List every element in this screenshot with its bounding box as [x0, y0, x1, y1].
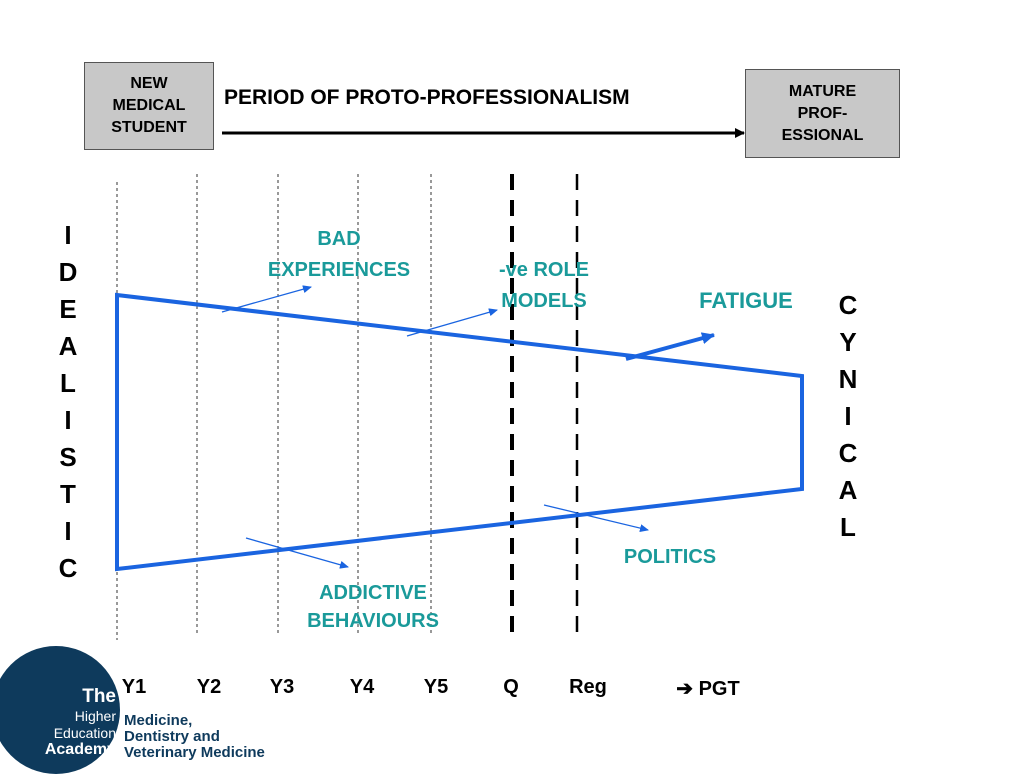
bad-experiences-arrow [221, 285, 312, 313]
idealistic-letter: I [64, 516, 72, 546]
politics-arrow [543, 504, 649, 533]
role-models-label: -ve ROLE MODELS [498, 259, 590, 312]
cynical-label: C Y N I C A L [835, 287, 861, 546]
idealism-funnel [115, 292, 804, 572]
cynical-letter: L [840, 512, 856, 542]
cynical-letter: I [844, 401, 852, 431]
idealistic-letter: I [64, 220, 72, 250]
idealistic-letter: E [59, 294, 77, 324]
period-label: PERIOD OF PROTO-PROFESSIONALISM [224, 86, 630, 109]
fatigue-label: FATIGUE [699, 288, 793, 313]
cynical-letter: N [838, 364, 858, 394]
logo-the: The [82, 686, 116, 707]
timeline-y5: Y5 [423, 676, 449, 698]
addictive-behaviours-arrow [245, 537, 349, 569]
timeline-y4: Y4 [349, 676, 375, 698]
idealistic-letter: C [58, 553, 78, 583]
idealistic-label: I D E A L I S T I C [56, 217, 80, 587]
timeline-q: Q [503, 676, 519, 698]
idealistic-letter: A [58, 331, 78, 361]
role-models-arrow [406, 308, 498, 337]
bad-experiences-label: BAD EXPERIENCES [267, 228, 411, 281]
addictive-behaviours-label: ADDICTIVE BEHAVIOURS [307, 582, 439, 632]
higher-education-academy-logo: The Higher Education Academy [0, 646, 120, 774]
timeline-pgt: ➔ PGT [676, 678, 740, 700]
mature-professional-label: MATURE PROF- ESSIONAL [781, 82, 864, 144]
idealistic-letter: L [60, 368, 76, 398]
logo-education: Education [53, 725, 116, 741]
fatigue-arrow [625, 332, 715, 361]
timeline-y2: Y2 [196, 676, 222, 698]
logo-higher: Higher [74, 708, 116, 724]
timeline-y3: Y3 [269, 676, 295, 698]
idealistic-letter: D [58, 257, 78, 287]
cynical-letter: C [838, 438, 858, 468]
cynical-letter: A [838, 475, 858, 505]
logo-subtitle: Medicine, Dentistry and Veterinary Medic… [124, 712, 265, 761]
idealistic-letter: T [60, 479, 76, 509]
idealistic-letter: I [64, 405, 72, 435]
mature-professional-box: MATURE PROF- ESSIONAL [745, 69, 900, 158]
cynical-letter: Y [839, 327, 857, 357]
logo-academy: Academy [44, 741, 116, 758]
timeline-y1: Y1 [121, 676, 147, 698]
politics-label: POLITICS [623, 546, 717, 568]
cynical-letter: C [838, 290, 858, 320]
timeline-reg: Reg [569, 676, 607, 698]
idealistic-letter: S [59, 442, 77, 472]
new-medical-student-label: NEW MEDICAL STUDENT [111, 75, 187, 136]
new-medical-student-box: NEW MEDICAL STUDENT [84, 62, 214, 150]
